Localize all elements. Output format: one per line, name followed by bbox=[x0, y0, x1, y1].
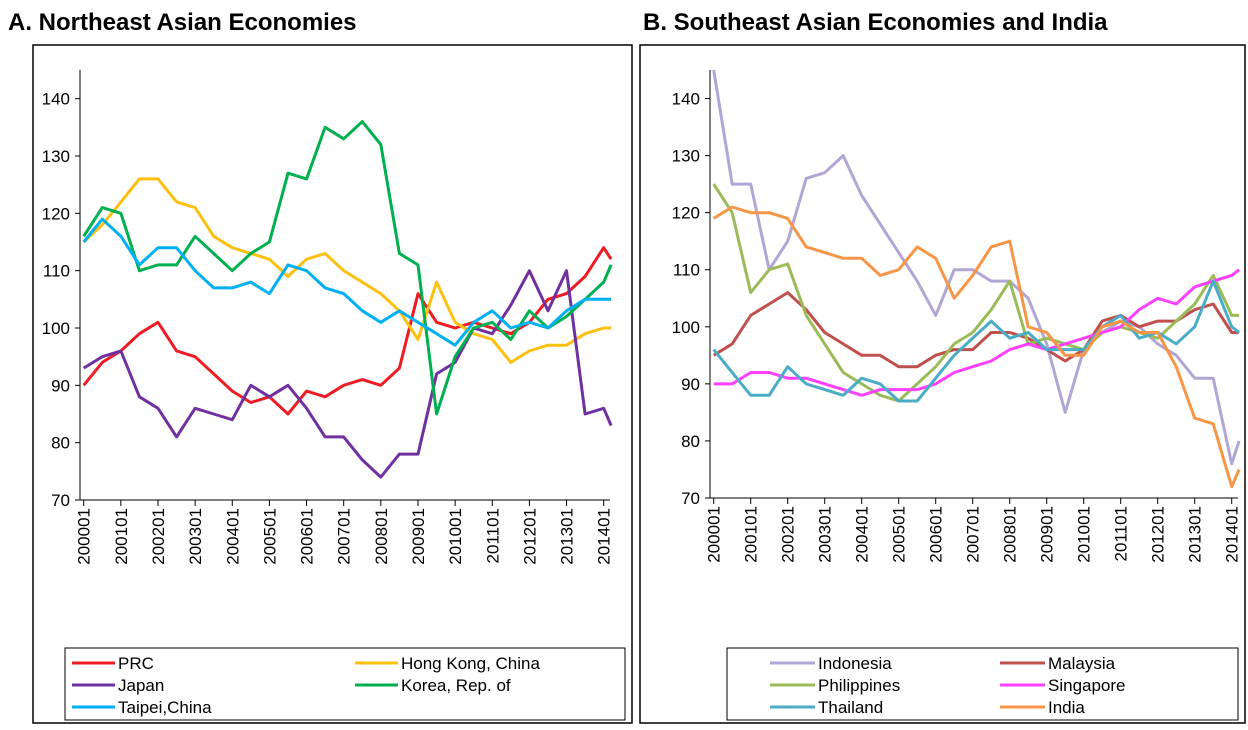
legend-label: Singapore bbox=[1048, 676, 1126, 695]
x-tick-label: 200601 bbox=[927, 506, 946, 563]
legend-label: Malaysia bbox=[1048, 654, 1116, 673]
x-tick-label: 200201 bbox=[149, 508, 168, 565]
x-tick-label: 201301 bbox=[558, 508, 577, 565]
y-tick-label: 140 bbox=[672, 90, 700, 109]
legend-label: Korea, Rep. of bbox=[401, 676, 511, 695]
x-tick-label: 200101 bbox=[742, 506, 761, 563]
y-tick-label: 110 bbox=[673, 261, 700, 280]
series-line bbox=[712, 279, 1241, 403]
legend-label: Philippines bbox=[818, 676, 900, 695]
x-tick-label: 201101 bbox=[1112, 506, 1131, 561]
legend-label: India bbox=[1048, 698, 1085, 717]
series-line bbox=[82, 177, 612, 364]
legend-frame bbox=[64, 647, 626, 721]
x-tick-label: 201001 bbox=[1075, 506, 1094, 563]
x-tick-label: 201401 bbox=[595, 508, 614, 565]
series-line bbox=[712, 69, 1241, 466]
y-tick-label: 120 bbox=[42, 204, 70, 223]
chart-title: A. Northeast Asian Economies bbox=[8, 9, 357, 36]
series-line bbox=[82, 269, 613, 479]
y-tick-label: 90 bbox=[51, 376, 70, 395]
legend-label: Indonesia bbox=[818, 654, 892, 673]
y-tick-label: 80 bbox=[51, 434, 70, 453]
y-tick-label: 90 bbox=[681, 375, 700, 394]
series-line bbox=[82, 217, 612, 347]
x-tick-label: 201101 bbox=[483, 508, 502, 563]
y-tick-label: 70 bbox=[51, 491, 70, 510]
x-tick-label: 200501 bbox=[890, 506, 909, 563]
y-tick-label: 110 bbox=[43, 262, 70, 281]
x-tick-label: 200801 bbox=[1001, 506, 1020, 563]
legend-label: Japan bbox=[118, 676, 164, 695]
chart-title: B. Southeast Asian Economies and India bbox=[643, 9, 1108, 36]
series-line bbox=[713, 268, 1241, 397]
y-tick-label: 80 bbox=[681, 432, 700, 451]
y-tick-label: 100 bbox=[42, 319, 70, 338]
series-line bbox=[82, 246, 613, 416]
y-tick-label: 130 bbox=[672, 147, 700, 166]
y-tick-label: 140 bbox=[42, 90, 70, 109]
x-tick-label: 200301 bbox=[816, 506, 835, 563]
x-tick-label: 200301 bbox=[186, 508, 205, 565]
x-tick-label: 200201 bbox=[779, 506, 798, 563]
y-tick-label: 120 bbox=[672, 204, 700, 223]
x-tick-label: 200401 bbox=[223, 508, 242, 565]
x-tick-label: 200401 bbox=[853, 506, 872, 563]
x-tick-label: 200601 bbox=[298, 508, 317, 565]
x-tick-label: 201201 bbox=[520, 508, 539, 565]
panel-frame bbox=[32, 44, 633, 724]
x-tick-label: 200701 bbox=[964, 506, 983, 563]
legend-frame bbox=[726, 647, 1239, 721]
panel-frame bbox=[639, 44, 1246, 724]
x-tick-label: 201201 bbox=[1149, 506, 1168, 563]
x-tick-label: 201301 bbox=[1186, 506, 1205, 563]
y-tick-label: 100 bbox=[672, 318, 700, 337]
legend-label: PRC bbox=[118, 654, 154, 673]
x-tick-label: 200101 bbox=[112, 508, 131, 565]
x-tick-label: 200001 bbox=[75, 508, 94, 565]
x-tick-label: 201401 bbox=[1223, 506, 1242, 563]
legend-label: Hong Kong, China bbox=[401, 654, 540, 673]
series-line bbox=[712, 205, 1241, 489]
x-tick-label: 200001 bbox=[705, 506, 724, 563]
x-tick-label: 200901 bbox=[1038, 506, 1057, 563]
series-line bbox=[82, 120, 613, 416]
x-tick-label: 201001 bbox=[446, 508, 465, 565]
legend-label: Taipei,China bbox=[118, 698, 212, 717]
x-tick-label: 200501 bbox=[260, 508, 279, 565]
x-tick-label: 200701 bbox=[335, 508, 354, 565]
x-tick-label: 200901 bbox=[409, 508, 428, 565]
x-tick-label: 200801 bbox=[372, 508, 391, 565]
y-tick-label: 130 bbox=[42, 147, 70, 166]
series-line bbox=[712, 183, 1240, 403]
legend-label: Thailand bbox=[818, 698, 883, 717]
y-tick-label: 70 bbox=[681, 489, 700, 508]
